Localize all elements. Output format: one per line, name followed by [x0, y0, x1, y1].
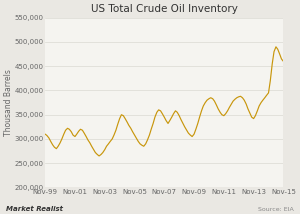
Text: Market Realist: Market Realist: [6, 206, 63, 212]
Text: Source: EIA: Source: EIA: [258, 207, 294, 212]
Y-axis label: Thousand Barrels: Thousand Barrels: [4, 69, 13, 136]
Title: US Total Crude Oil Inventory: US Total Crude Oil Inventory: [91, 4, 238, 14]
